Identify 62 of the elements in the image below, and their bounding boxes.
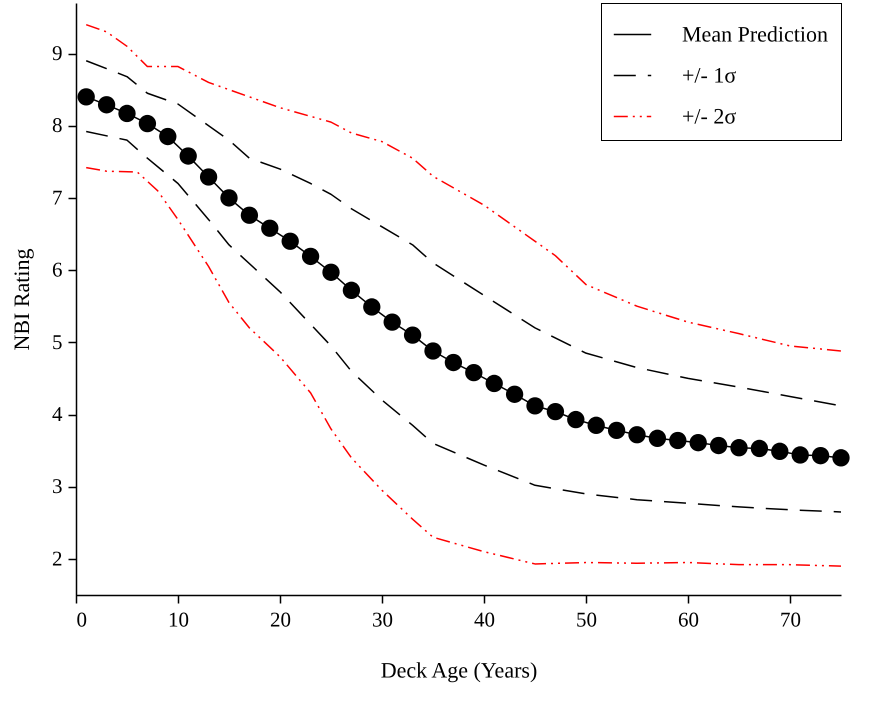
point [690,434,707,452]
line-series [85,24,841,352]
x-tick-label: 30 [372,608,393,632]
point [78,88,95,106]
point [138,114,156,132]
point [363,298,380,316]
point [384,313,401,331]
x-tick-label: 70 [780,608,801,632]
point [261,220,278,237]
y-tick-label: 8 [52,113,62,138]
x-tick-label: 40 [474,608,495,632]
point [648,430,666,447]
point [750,440,768,458]
point [240,206,258,224]
point [98,96,116,114]
point [220,189,238,207]
y-tick-label: 4 [52,402,63,426]
point [302,248,320,266]
point [159,128,176,146]
legend-label: +/- 1σ [682,62,736,88]
x-tick-label: 10 [168,608,189,632]
y-axis-title: NBI Rating [9,248,34,351]
point [812,447,830,464]
point [342,282,360,299]
y-tick-label: 3 [52,474,62,498]
x-tick-label: 50 [576,608,597,632]
x-tick-label: 20 [270,608,291,632]
point [180,147,197,165]
point [710,436,728,454]
point [730,439,748,456]
legend-label: +/- 2σ [682,104,736,128]
point [771,442,788,460]
y-tick-label: 5 [52,330,62,354]
point [282,232,299,250]
y-tick-label: 6 [52,258,62,282]
x-axis-title: Deck Age (Years) [380,658,538,682]
point [546,402,564,420]
point [404,326,422,344]
y-tick-label: 2 [52,546,62,570]
point [628,426,646,444]
point [424,342,442,360]
point [486,374,503,392]
point [322,264,340,281]
point [118,104,136,122]
line-series [85,130,841,513]
point [792,446,809,464]
point [588,416,605,434]
y-tick-label: 9 [52,41,62,66]
point [506,386,524,403]
point [669,432,686,450]
x-tick-label: 0 [76,608,87,632]
x-tick-label: 60 [678,608,699,632]
line-series [85,166,841,567]
point [444,354,462,372]
point [200,168,218,186]
y-tick-label: 7 [52,185,62,210]
point [567,410,584,428]
point [526,397,544,414]
point [465,364,482,382]
legend-label: Mean Prediction [682,22,828,46]
point [832,449,850,466]
point [608,422,626,440]
